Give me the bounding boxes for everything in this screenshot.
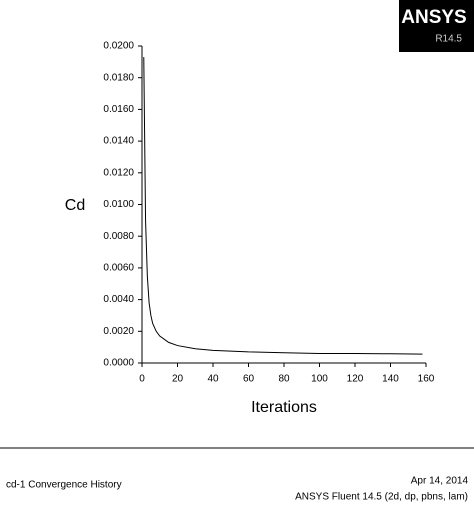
y-tick-label: 0.0140 — [103, 136, 134, 147]
x-tick-label: 0 — [139, 374, 145, 385]
x-tick-label: 20 — [172, 374, 184, 385]
x-tick-label: 160 — [418, 374, 435, 385]
logo-version: R14.5 — [435, 34, 462, 45]
y-axis-label: Cd — [65, 197, 85, 214]
x-tick-label: 100 — [311, 374, 328, 385]
x-tick-label: 120 — [347, 374, 364, 385]
logo-brand: ANSYS — [401, 7, 466, 28]
x-axis-label: Iterations — [251, 399, 317, 416]
footer-product: ANSYS Fluent 14.5 (2d, dp, pbns, lam) — [295, 492, 468, 503]
y-tick-label: 0.0180 — [103, 72, 134, 83]
x-tick-label: 40 — [207, 374, 219, 385]
x-tick-label: 140 — [382, 374, 399, 385]
y-tick-label: 0.0160 — [103, 104, 134, 115]
data-line — [143, 57, 423, 355]
y-tick-label: 0.0060 — [103, 263, 134, 274]
y-tick-label: 0.0000 — [103, 358, 134, 369]
y-tick-label: 0.0120 — [103, 167, 134, 178]
y-tick-label: 0.0080 — [103, 231, 134, 242]
footer-title: cd-1 Convergence History — [6, 480, 122, 491]
y-tick-label: 0.0100 — [103, 199, 134, 210]
y-tick-label: 0.0200 — [103, 41, 134, 52]
footer-date: Apr 14, 2014 — [411, 476, 469, 487]
y-tick-label: 0.0020 — [103, 326, 134, 337]
x-tick-label: 80 — [278, 374, 290, 385]
x-tick-label: 60 — [243, 374, 255, 385]
logo-box — [399, 0, 474, 52]
y-tick-label: 0.0040 — [103, 294, 134, 305]
